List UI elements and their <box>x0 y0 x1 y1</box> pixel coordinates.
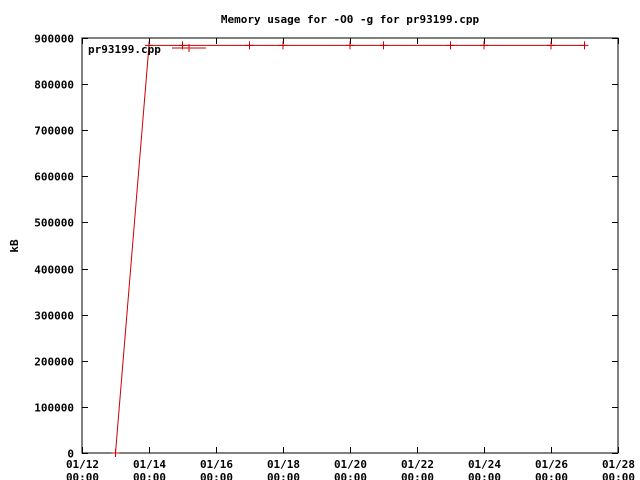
data-point-marker <box>346 41 354 50</box>
legend: pr93199.cpp <box>88 43 206 56</box>
data-point-marker <box>145 41 153 50</box>
x-axis: 01/1200:0001/1400:0001/1600:0001/1800:00… <box>66 38 635 480</box>
x-tick-time-label: 00:00 <box>66 471 99 480</box>
x-tick-time-label: 00:00 <box>200 471 233 480</box>
y-tick-label: 900000 <box>34 33 74 46</box>
data-point-marker <box>446 41 455 50</box>
x-tick-date-label: 01/20 <box>334 458 367 471</box>
y-tick-label: 0 <box>67 448 74 461</box>
y-tick-label: 300000 <box>34 310 74 323</box>
chart-title: Memory usage for -O0 -g for pr93199.cpp <box>221 13 480 26</box>
x-tick-time-label: 00:00 <box>602 471 635 480</box>
y-tick-label: 100000 <box>34 402 74 415</box>
x-tick-date-label: 01/16 <box>200 458 233 471</box>
x-tick-date-label: 01/18 <box>267 458 300 471</box>
x-tick-time-label: 00:00 <box>267 471 300 480</box>
series-line-pr93199-cpp <box>115 44 585 454</box>
x-tick-date-label: 01/14 <box>133 458 166 471</box>
data-point-marker <box>379 41 388 50</box>
plot-area-frame <box>81 37 619 454</box>
y-axis-label: kB <box>8 239 21 253</box>
y-tick-label: 400000 <box>34 264 74 277</box>
y-tick-label: 600000 <box>34 171 74 184</box>
y-tick-label: 200000 <box>34 356 74 369</box>
x-tick-date-label: 01/26 <box>535 458 568 471</box>
data-point-marker <box>480 41 488 50</box>
data-point-marker <box>245 41 254 50</box>
data-point-marker <box>547 41 555 50</box>
x-tick-date-label: 01/22 <box>401 458 434 471</box>
legend-label-pr93199-cpp: pr93199.cpp <box>88 43 161 56</box>
x-tick-time-label: 00:00 <box>468 471 501 480</box>
y-tick-label: 800000 <box>34 79 74 92</box>
y-tick-label: 700000 <box>34 125 74 138</box>
data-point-marker <box>279 41 287 50</box>
x-tick-time-label: 00:00 <box>535 471 568 480</box>
legend-marker-plus <box>185 44 193 52</box>
x-tick-time-label: 00:00 <box>334 471 367 480</box>
x-tick-time-label: 00:00 <box>133 471 166 480</box>
y-axis: 0 100000 200000 300000 400000 500000 600000 700… <box>34 33 618 461</box>
data-point-marker <box>580 41 589 50</box>
x-tick-date-label: 01/24 <box>468 458 501 471</box>
series-layer <box>111 41 589 457</box>
x-tick-date-label: 01/12 <box>66 458 99 471</box>
x-tick-date-label: 01/28 <box>602 458 635 471</box>
x-tick-time-label: 00:00 <box>401 471 434 480</box>
data-point-marker <box>111 449 120 457</box>
y-tick-label: 500000 <box>34 217 74 230</box>
